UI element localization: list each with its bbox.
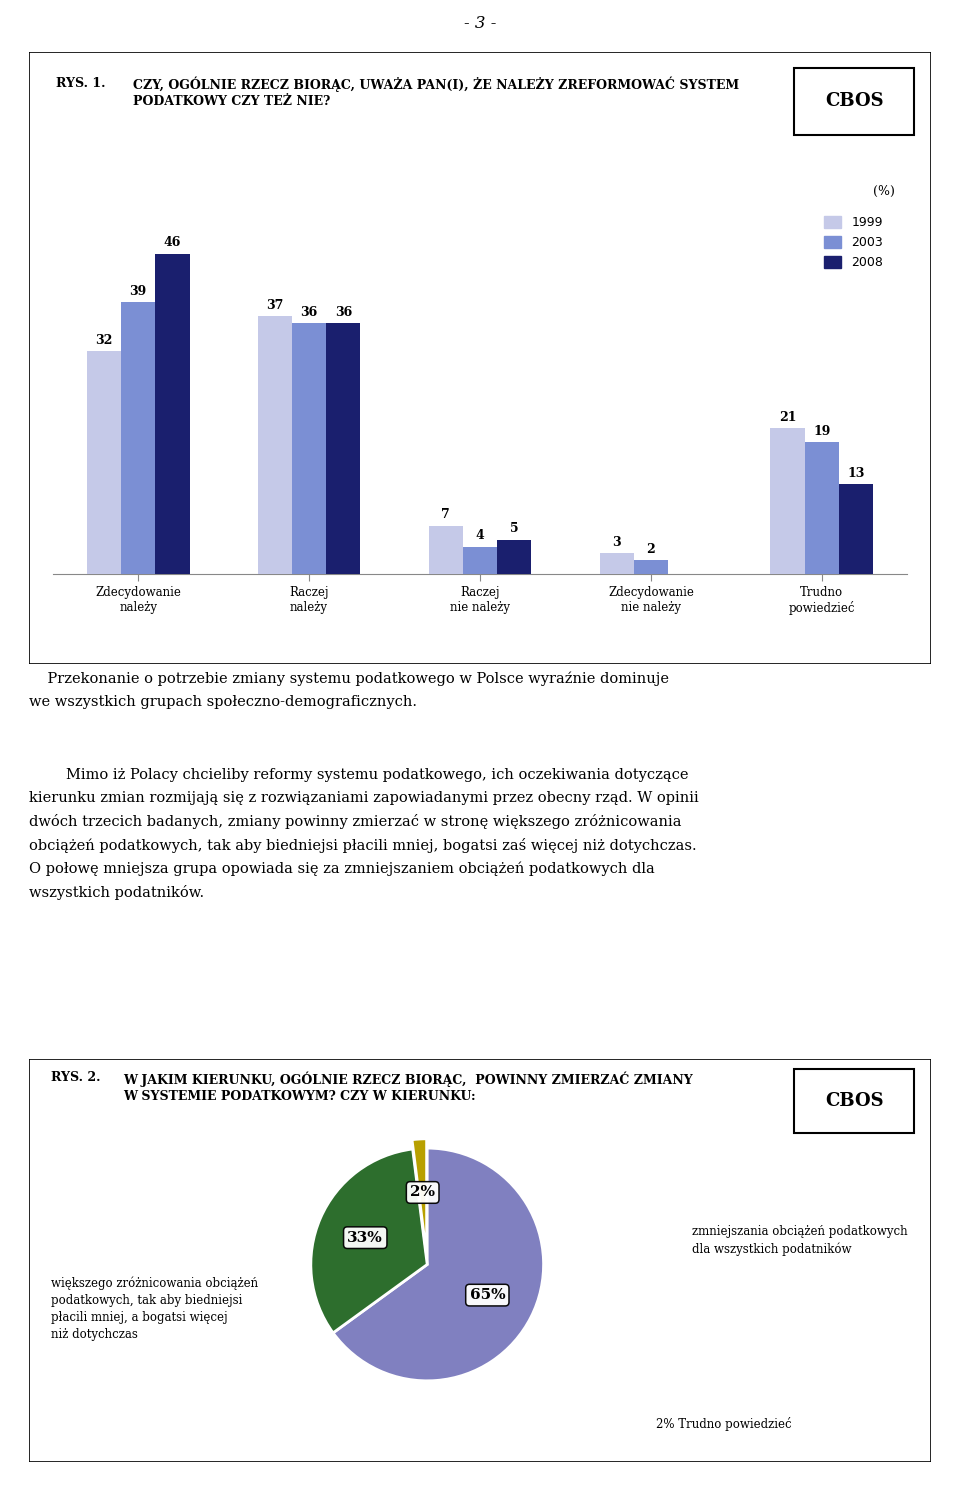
Bar [634, 561, 668, 574]
FancyBboxPatch shape [795, 67, 914, 134]
Bar [497, 540, 531, 574]
Text: 46: 46 [164, 236, 181, 249]
Text: 3: 3 [612, 536, 621, 549]
Text: 2%: 2% [410, 1186, 435, 1200]
FancyBboxPatch shape [795, 1068, 914, 1134]
Text: RYS. 1.: RYS. 1. [56, 76, 106, 90]
Bar [429, 525, 463, 574]
Text: (%): (%) [873, 185, 895, 198]
Bar [258, 316, 292, 574]
Bar [156, 254, 189, 574]
Text: 36: 36 [335, 306, 352, 319]
Text: 21: 21 [779, 410, 797, 424]
Text: większego zróżnicowania obciążeń
podatkowych, tak aby biedniejsi
płacili mniej, : większego zróżnicowania obciążeń podatko… [52, 1277, 258, 1341]
Text: zmniejszania obciążeń podatkowych
dla wszystkich podatników: zmniejszania obciążeń podatkowych dla ws… [692, 1225, 908, 1256]
Bar [771, 428, 804, 574]
Text: 13: 13 [848, 467, 865, 479]
FancyBboxPatch shape [29, 52, 931, 664]
Wedge shape [333, 1149, 543, 1380]
Text: RYS. 2.: RYS. 2. [52, 1071, 101, 1085]
Text: 4: 4 [475, 530, 485, 542]
Text: - 3 -: - 3 - [464, 15, 496, 33]
Legend: 1999, 2003, 2008: 1999, 2003, 2008 [819, 210, 888, 275]
Text: Przekonanie o potrzebie zmiany systemu podatkowego w Polsce wyraźnie dominuje
we: Przekonanie o potrzebie zmiany systemu p… [29, 671, 669, 709]
Bar [804, 442, 839, 574]
Text: CBOS: CBOS [825, 93, 884, 110]
Bar [326, 324, 360, 574]
Text: 32: 32 [95, 334, 112, 348]
FancyBboxPatch shape [29, 1059, 931, 1462]
Bar [121, 303, 156, 574]
Text: 2% Trudno powiedzieć: 2% Trudno powiedzieć [656, 1417, 792, 1431]
Bar [463, 546, 497, 574]
Text: Mimo iż Polacy chcieliby reformy systemu podatkowego, ich oczekiwania dotyczące
: Mimo iż Polacy chcieliby reformy systemu… [29, 768, 699, 900]
Wedge shape [311, 1149, 427, 1332]
Wedge shape [412, 1138, 426, 1255]
Text: 5: 5 [510, 522, 518, 536]
Bar [600, 554, 634, 574]
Text: 37: 37 [266, 298, 283, 312]
Text: 7: 7 [442, 509, 450, 521]
Text: 33%: 33% [348, 1231, 383, 1244]
Text: 36: 36 [300, 306, 318, 319]
Text: 39: 39 [130, 285, 147, 298]
Text: CBOS: CBOS [825, 1092, 884, 1110]
Text: CZY, OGÓLNIE RZECZ BIORĄC, UWAŻA PAN(I), ŻE NALEŻY ZREFORMOWAĆ SYSTEM
PODATKOWY : CZY, OGÓLNIE RZECZ BIORĄC, UWAŻA PAN(I),… [132, 76, 738, 109]
Bar [292, 324, 326, 574]
Bar [87, 351, 121, 574]
Text: 65%: 65% [469, 1288, 505, 1303]
Bar [839, 483, 873, 574]
Text: 19: 19 [813, 425, 830, 437]
Text: 2: 2 [646, 543, 656, 557]
Text: W JAKIM KIERUNKU, OGÓLNIE RZECZ BIORĄC,  POWINNY ZMIERZAĆ ZMIANY
W SYSTEMIE PODA: W JAKIM KIERUNKU, OGÓLNIE RZECZ BIORĄC, … [124, 1071, 693, 1103]
